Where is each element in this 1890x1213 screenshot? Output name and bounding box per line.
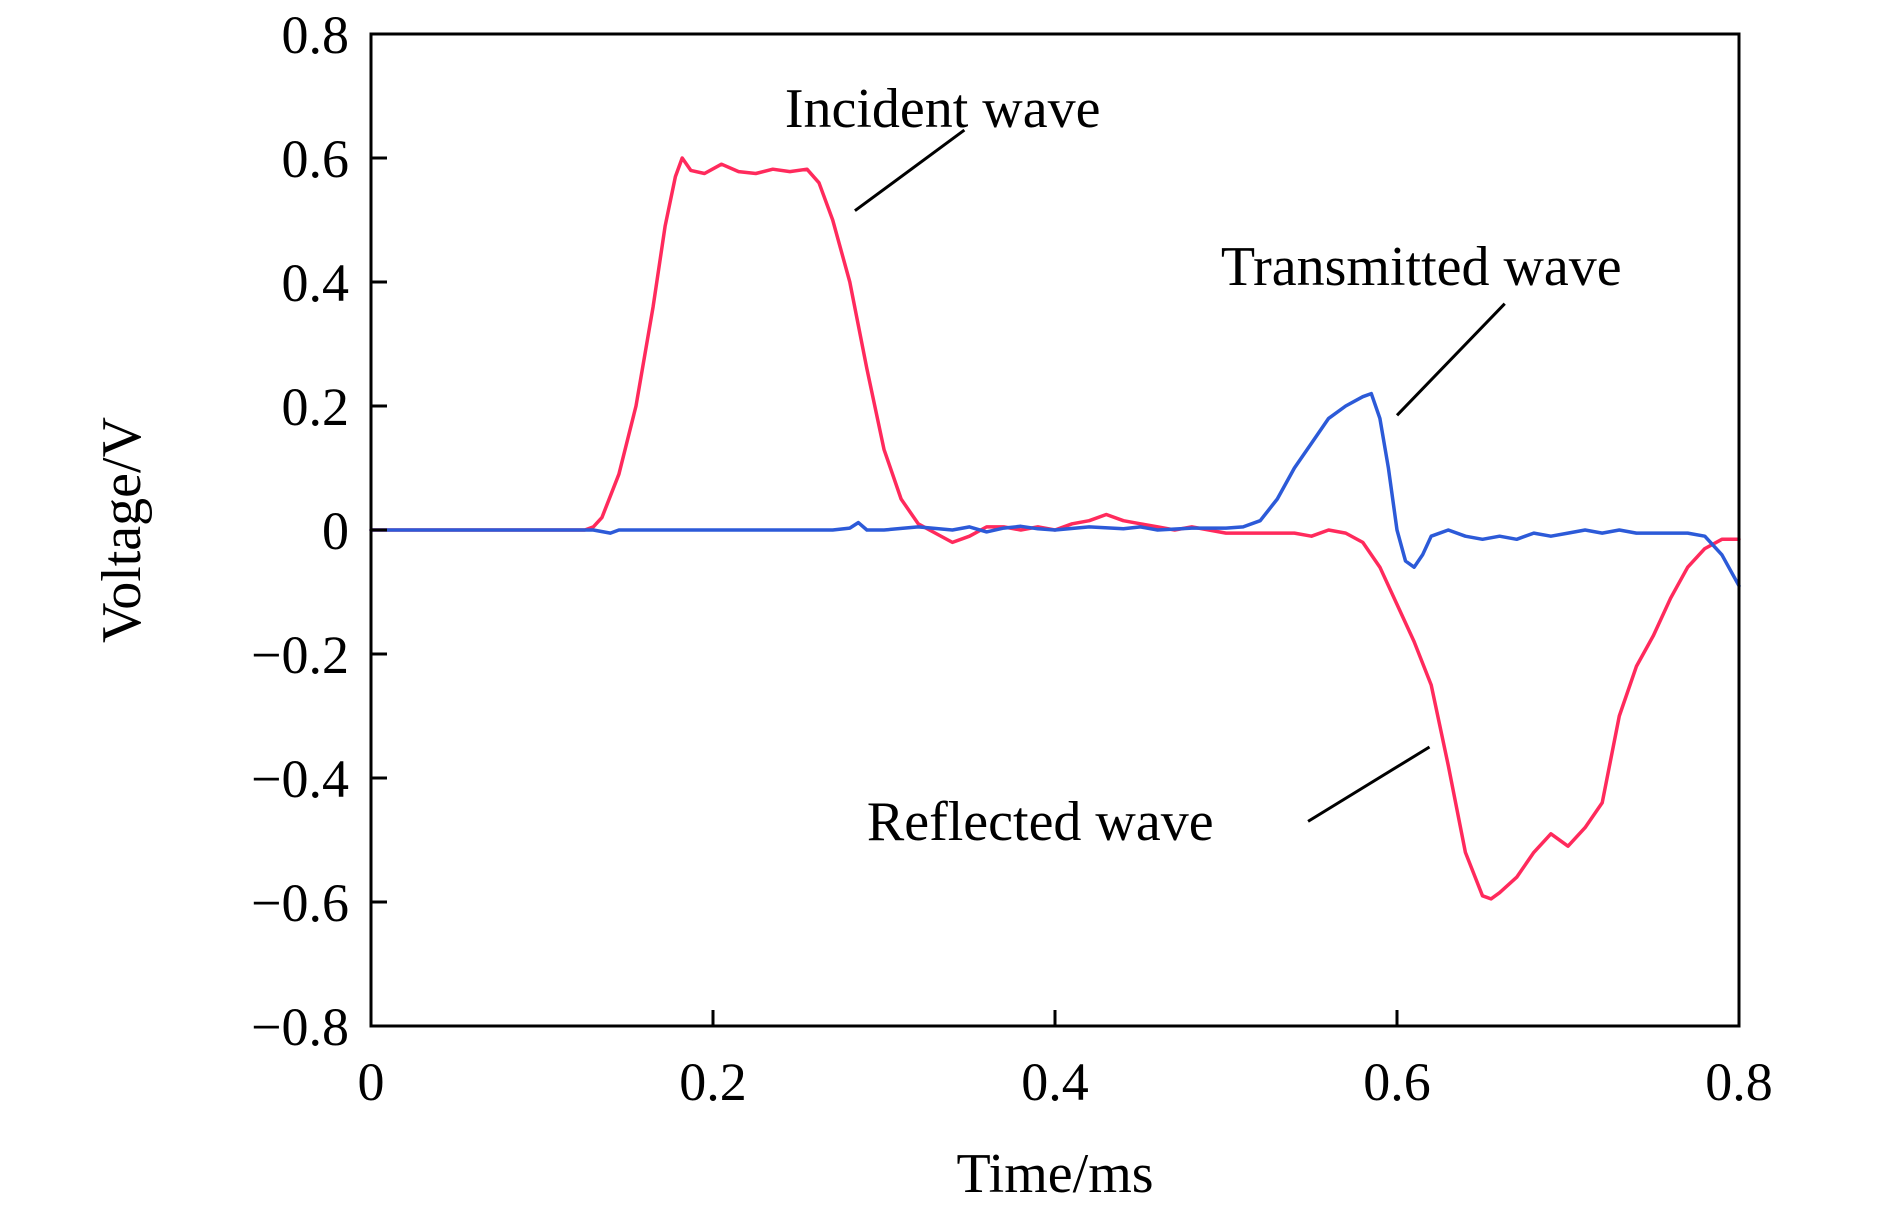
series-layer bbox=[369, 156, 1741, 901]
x-tick-label: 0.2 bbox=[679, 1052, 747, 1112]
annotation-label: Transmitted wave bbox=[1221, 236, 1622, 298]
y-axis-title: Voltage/V bbox=[91, 417, 153, 643]
y-tick-label: 0 bbox=[322, 501, 349, 561]
x-tick-label: 0 bbox=[358, 1052, 385, 1112]
y-tick-label: −0.8 bbox=[251, 997, 349, 1057]
series-line-1 bbox=[369, 156, 1741, 901]
y-tick-label: 0.6 bbox=[282, 129, 350, 189]
annotation-leader-line bbox=[1395, 302, 1506, 417]
x-axis-title: Time/ms bbox=[956, 1143, 1153, 1205]
y-axis-ticks: 0.8 0.6 0.4 0.2 0 −0.2 −0.4 −0.6 −0.8 bbox=[251, 5, 387, 1057]
x-axis-ticks: 0 0.2 0.4 0.6 0.8 bbox=[358, 1010, 1773, 1112]
annotation-label: Reflected wave bbox=[867, 791, 1214, 853]
x-tick-label: 0.8 bbox=[1705, 1052, 1773, 1112]
y-tick-label: −0.6 bbox=[251, 873, 349, 933]
annotation-leader-line bbox=[1307, 745, 1431, 823]
y-tick-label: 0.8 bbox=[282, 5, 350, 65]
annotation-leader-line bbox=[854, 128, 966, 212]
y-tick-label: −0.4 bbox=[251, 749, 349, 809]
y-tick-label: −0.2 bbox=[251, 625, 349, 685]
y-tick-label: 0.2 bbox=[282, 377, 350, 437]
x-tick-label: 0.4 bbox=[1021, 1052, 1089, 1112]
y-tick-label: 0.4 bbox=[282, 253, 350, 313]
annotation-layer: Incident wave Transmitted wave Reflected w… bbox=[785, 78, 1622, 853]
x-tick-label: 0.6 bbox=[1363, 1052, 1431, 1112]
series-line-2 bbox=[369, 391, 1741, 588]
annotation-label: Incident wave bbox=[785, 78, 1101, 140]
